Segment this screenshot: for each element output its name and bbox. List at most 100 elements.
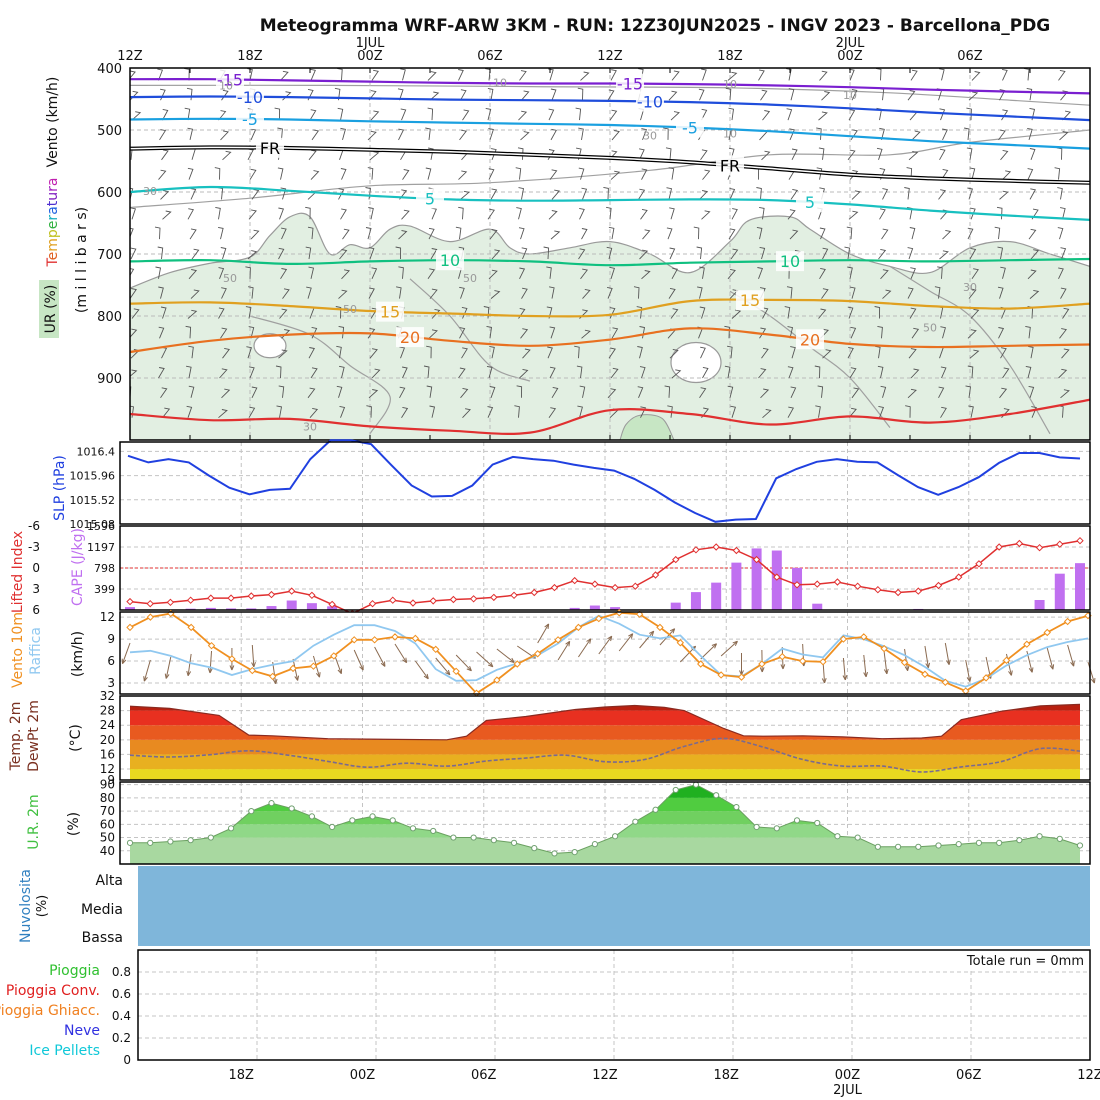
wind-line xyxy=(129,611,1089,695)
wind-arrow-head xyxy=(904,665,910,672)
wind-barb xyxy=(1062,110,1071,121)
wind-barb xyxy=(699,387,707,399)
rh-ytick: 50 xyxy=(100,831,115,845)
wind-barb xyxy=(790,188,799,200)
cloud-level-label: Alta xyxy=(95,873,123,889)
wind-barb xyxy=(641,270,651,280)
bottom-time-label: 18Z xyxy=(714,1068,740,1083)
wind-barb xyxy=(609,266,615,279)
wind-barb xyxy=(848,210,859,220)
wind-barb xyxy=(758,69,765,81)
wind-barb xyxy=(158,326,165,339)
wind-arrow-head xyxy=(946,659,951,665)
wind-barb xyxy=(607,388,617,399)
wind-barb xyxy=(280,187,287,200)
wind-arrow xyxy=(557,641,571,661)
wind-barb xyxy=(340,168,347,180)
wind-barb xyxy=(939,148,946,161)
wind-barb xyxy=(819,227,826,240)
wind-barb xyxy=(1000,266,1006,279)
wind-barb xyxy=(582,288,591,299)
wind-barb xyxy=(277,167,284,180)
wind-barb xyxy=(641,168,648,180)
wind-point xyxy=(513,660,521,668)
rh-point xyxy=(652,806,659,813)
wind-point xyxy=(921,670,929,678)
wind-barb xyxy=(637,346,643,359)
slp-ytick: 1015.52 xyxy=(70,494,116,507)
wind-barb xyxy=(310,170,320,180)
rh-point xyxy=(308,813,316,820)
wind-barb xyxy=(1060,207,1066,220)
wind-barb xyxy=(427,107,434,121)
wind-barb xyxy=(611,327,619,339)
wind-barb xyxy=(847,266,853,279)
wind-point xyxy=(1043,628,1051,637)
wind-arrow xyxy=(904,648,909,671)
lifted-index-point xyxy=(914,587,923,595)
top-time-label: 18Z xyxy=(237,49,263,64)
wind-point xyxy=(819,658,827,666)
wind-barb xyxy=(790,346,796,359)
wind-point xyxy=(1002,656,1011,665)
wind-barb xyxy=(190,289,200,299)
wind-arrow-head xyxy=(565,640,571,647)
wind-barb xyxy=(368,389,379,399)
bottom-time-label: 00Z xyxy=(835,1068,861,1083)
wind-barb xyxy=(543,246,550,260)
wind-barb xyxy=(762,408,772,419)
wind-point xyxy=(697,660,705,668)
wind-arrow-head xyxy=(380,661,386,667)
wind-barb xyxy=(786,68,792,81)
wind-arrow-head xyxy=(337,668,343,675)
wind-barb xyxy=(402,169,410,180)
lifted-index-point xyxy=(287,587,296,595)
wind-arrow xyxy=(700,643,717,660)
wind-barb xyxy=(669,348,679,359)
wind-barb xyxy=(279,308,288,319)
wind-barb xyxy=(849,169,859,180)
wind-barb xyxy=(844,246,851,260)
wind-barb xyxy=(701,108,708,121)
wind-point xyxy=(1063,617,1072,626)
wind-barb xyxy=(939,108,946,121)
rh-point xyxy=(1076,842,1084,849)
wind-barb xyxy=(727,71,738,81)
wind-barb xyxy=(402,366,408,379)
wind-barb xyxy=(610,170,621,180)
wind-arrow-head xyxy=(207,668,213,674)
lifted-index-point xyxy=(570,576,579,585)
wind-barb xyxy=(969,349,980,359)
wind-barb xyxy=(311,326,318,339)
cloud-panel: Alta Media Bassa Nuvolosita (%) xyxy=(18,866,1090,946)
isotherm-label: 5 xyxy=(805,193,815,212)
wind-barb xyxy=(575,107,582,121)
top-time-label: 00Z xyxy=(837,49,863,64)
rh-contour-label: 30 xyxy=(143,185,157,198)
isotherm-label-bg xyxy=(396,327,424,348)
lifted-index-point xyxy=(894,588,902,597)
section-ylabel-wind: Vento (km/h) xyxy=(45,77,61,168)
wind-barb xyxy=(425,167,432,180)
wind-arrow-head xyxy=(1008,670,1013,676)
wind-barb xyxy=(276,405,283,418)
rh-point xyxy=(167,838,174,845)
wind-barb xyxy=(427,268,436,280)
wind-point xyxy=(737,673,746,681)
wind-point xyxy=(432,645,440,654)
wind-barb xyxy=(519,267,526,280)
wind-arrow xyxy=(863,654,867,677)
wind-barb xyxy=(489,345,495,359)
wind-barb xyxy=(160,306,167,319)
wind-barb xyxy=(220,327,228,339)
rh-ytick: 40 xyxy=(100,844,115,858)
wind-barb xyxy=(696,246,703,260)
isotherm-label-bg xyxy=(376,301,404,322)
wind-arrow-head xyxy=(883,668,889,675)
wind-barb xyxy=(245,306,252,319)
rh-frame xyxy=(119,781,1091,865)
isotherm-label: -10 xyxy=(637,92,663,111)
precip-legend-item: Neve xyxy=(64,1023,100,1039)
